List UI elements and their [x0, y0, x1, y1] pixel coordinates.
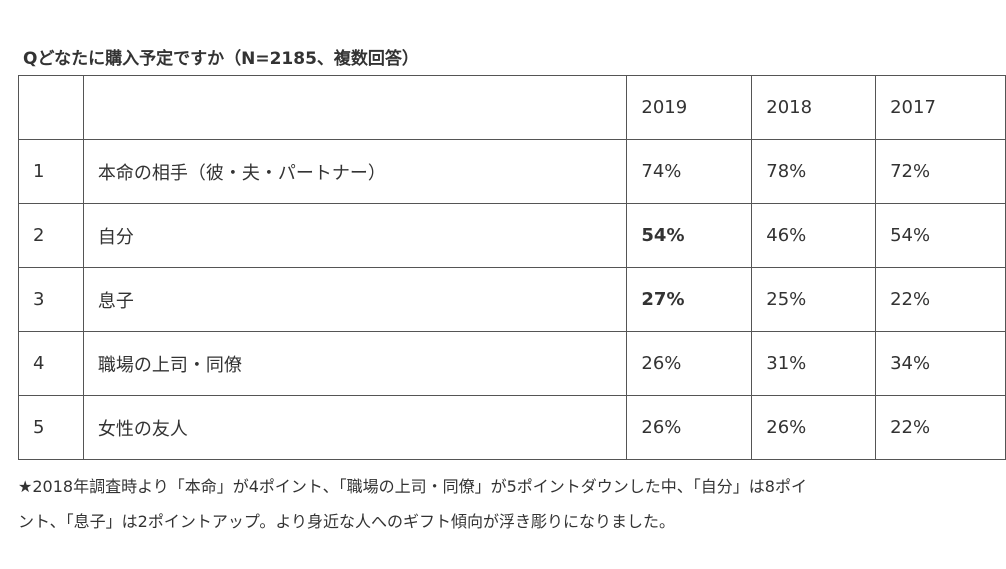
value-cell-2017: 72% — [875, 139, 1006, 204]
value-cell-2018: 25% — [751, 267, 877, 332]
table-row: 3 息子 27% 25% 22% — [18, 267, 1006, 332]
label-cell: 息子 — [82, 267, 628, 332]
value-cell-2018: 26% — [751, 395, 877, 460]
label-cell: 職場の上司・同僚 — [82, 331, 628, 396]
value-cell-2019: 27% — [626, 267, 753, 332]
label-cell: 自分 — [82, 203, 628, 268]
footnote-line: ★2018年調査時より「本命」が4ポイント、「職場の上司・同僚」が5ポイントダウ… — [18, 477, 807, 496]
value-cell-2019: 54% — [626, 203, 753, 268]
survey-table: 2019 2018 2017 1 本命の相手（彼・夫・パートナー） 74% 78… — [18, 75, 1006, 460]
value-cell-2019: 74% — [626, 139, 753, 204]
value-cell-2019: 26% — [626, 395, 753, 460]
table-header-row: 2019 2018 2017 — [18, 75, 1006, 140]
header-cell-2017: 2017 — [875, 75, 1006, 140]
table-row: 1 本命の相手（彼・夫・パートナー） 74% 78% 72% — [18, 139, 1006, 204]
table-row: 2 自分 54% 46% 54% — [18, 203, 1006, 268]
table-row: 5 女性の友人 26% 26% 22% — [18, 395, 1006, 460]
header-cell-label — [82, 75, 628, 140]
value-cell-2019: 26% — [626, 331, 753, 396]
rank-cell: 5 — [18, 395, 84, 460]
rank-cell: 4 — [18, 331, 84, 396]
value-cell-2017: 22% — [875, 395, 1006, 460]
footnote-line: ント、「息子」は2ポイントアップ。より身近な人へのギフト傾向が浮き彫りになりまし… — [18, 512, 676, 531]
label-cell: 本命の相手（彼・夫・パートナー） — [82, 139, 628, 204]
rank-cell: 1 — [18, 139, 84, 204]
rank-cell: 2 — [18, 203, 84, 268]
value-cell-2017: 34% — [875, 331, 1006, 396]
header-cell-2019: 2019 — [626, 75, 753, 140]
value-cell-2018: 31% — [751, 331, 877, 396]
value-cell-2018: 78% — [751, 139, 877, 204]
table-row: 4 職場の上司・同僚 26% 31% 34% — [18, 331, 1006, 396]
value-cell-2017: 22% — [875, 267, 1006, 332]
page-title: Qどなたに購入予定ですか（N=2185、複数回答） — [23, 49, 419, 69]
value-cell-2017: 54% — [875, 203, 1006, 268]
rank-cell: 3 — [18, 267, 84, 332]
footnote: ★2018年調査時より「本命」が4ポイント、「職場の上司・同僚」が5ポイントダウ… — [18, 469, 1006, 539]
header-cell-2018: 2018 — [751, 75, 877, 140]
value-cell-2018: 46% — [751, 203, 877, 268]
label-cell: 女性の友人 — [82, 395, 628, 460]
header-cell-rank — [18, 75, 84, 140]
